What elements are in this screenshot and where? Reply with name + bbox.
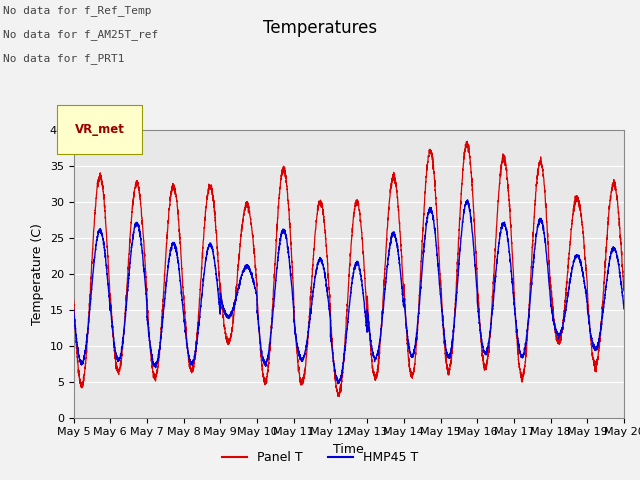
Y-axis label: Temperature (C): Temperature (C) xyxy=(31,223,44,324)
Text: No data for f_AM25T_ref: No data for f_AM25T_ref xyxy=(3,29,159,40)
Text: VR_met: VR_met xyxy=(75,123,125,136)
Text: No data for f_PRT1: No data for f_PRT1 xyxy=(3,53,125,64)
X-axis label: Time: Time xyxy=(333,443,364,456)
Legend: Panel T, HMP45 T: Panel T, HMP45 T xyxy=(217,446,423,469)
Text: Temperatures: Temperatures xyxy=(263,19,377,37)
Text: No data for f_Ref_Temp: No data for f_Ref_Temp xyxy=(3,5,152,16)
